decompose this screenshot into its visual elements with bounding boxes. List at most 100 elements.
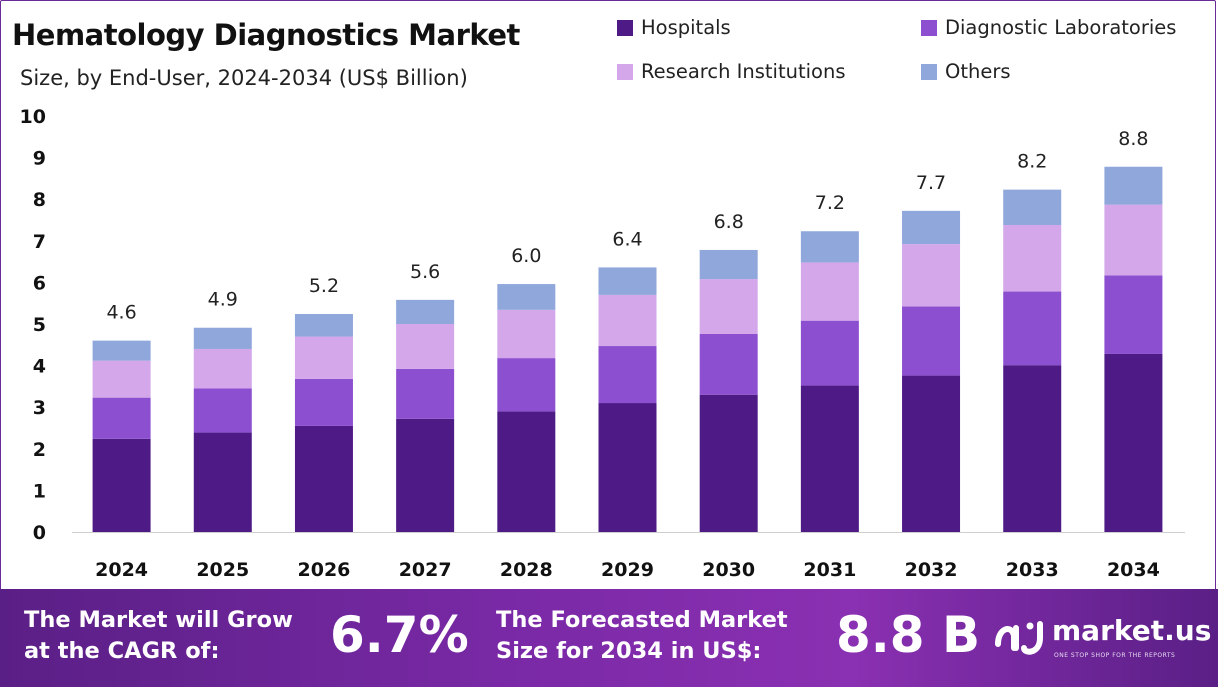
y-tick-label: 3 bbox=[33, 397, 46, 419]
bar-segment-diagnostic-laboratories bbox=[1104, 275, 1163, 354]
y-tick-label: 4 bbox=[33, 356, 46, 378]
y-tick-label: 0 bbox=[33, 522, 46, 544]
bar-segment-hospitals bbox=[294, 425, 353, 532]
forecast-label-line1: The Forecasted Market bbox=[496, 607, 788, 633]
legend-swatch-research-institutions bbox=[617, 63, 633, 80]
x-tick-label: 2031 bbox=[803, 559, 856, 581]
bar-total-label: 7.2 bbox=[815, 192, 845, 214]
x-tick-label: 2034 bbox=[1107, 559, 1160, 581]
cagr-label-line2: at the CAGR of: bbox=[24, 638, 220, 664]
x-tick-label: 2027 bbox=[399, 559, 452, 581]
bar-segment-diagnostic-laboratories bbox=[1003, 291, 1062, 366]
x-tick-label: 2028 bbox=[500, 559, 553, 581]
bar-total-label: 5.2 bbox=[309, 275, 339, 297]
bar-segment-diagnostic-laboratories bbox=[800, 320, 859, 386]
bar-segment-others bbox=[1003, 189, 1062, 225]
y-tick-label: 5 bbox=[33, 314, 46, 336]
legend-label-research-institutions: Research Institutions bbox=[641, 60, 846, 83]
bar-total-label: 6.8 bbox=[714, 211, 744, 233]
bar-total-label: 4.9 bbox=[208, 289, 238, 311]
legend-item-others: Others bbox=[921, 60, 1011, 83]
legend-item-hospitals: Hospitals bbox=[617, 16, 731, 39]
bar-segment-research-institutions bbox=[800, 262, 859, 321]
bar-segment-research-institutions bbox=[1104, 204, 1163, 276]
bar-segment-diagnostic-laboratories bbox=[598, 346, 657, 404]
bar-total-label: 8.2 bbox=[1017, 151, 1047, 173]
chart-title: Hematology Diagnostics Market bbox=[12, 18, 520, 52]
bar-segment-hospitals bbox=[193, 432, 252, 532]
bar-segment-others bbox=[396, 299, 455, 324]
x-tick-label: 2030 bbox=[702, 559, 755, 581]
y-tick-label: 6 bbox=[33, 272, 46, 294]
x-tick-label: 2032 bbox=[905, 559, 958, 581]
bar-segment-diagnostic-laboratories bbox=[497, 358, 556, 412]
bar-segment-research-institutions bbox=[396, 324, 455, 369]
cagr-label: The Market will Grow at the CAGR of: bbox=[24, 605, 293, 667]
legend-label-others: Others bbox=[945, 60, 1011, 83]
legend-swatch-others bbox=[921, 63, 937, 80]
bar-segment-hospitals bbox=[92, 438, 151, 532]
bar-segment-others bbox=[193, 327, 252, 349]
bar-segment-research-institutions bbox=[598, 294, 657, 347]
legend-label-hospitals: Hospitals bbox=[641, 16, 731, 39]
x-tick-label: 2024 bbox=[95, 559, 148, 581]
legend-item-research-institutions: Research Institutions bbox=[617, 60, 846, 83]
x-tick-label: 2025 bbox=[196, 559, 249, 581]
legend-swatch-hospitals bbox=[617, 19, 633, 36]
bar-segment-others bbox=[92, 340, 151, 361]
market-us-logo-icon bbox=[995, 621, 1043, 655]
brand-logo: market.us ONE STOP SHOP FOR THE REPORTS bbox=[994, 614, 1211, 662]
bar-total-label: 6.0 bbox=[511, 245, 541, 267]
bar-segment-hospitals bbox=[396, 418, 455, 532]
bar-segment-others bbox=[294, 314, 353, 337]
bar-segment-diagnostic-laboratories bbox=[92, 397, 151, 439]
legend-label-diagnostic-laboratories: Diagnostic Laboratories bbox=[945, 16, 1177, 39]
bar-segment-hospitals bbox=[902, 375, 961, 532]
bar-segment-hospitals bbox=[800, 385, 859, 532]
bar-total-label: 5.6 bbox=[410, 261, 440, 283]
y-tick-label: 7 bbox=[33, 231, 46, 253]
y-tick-label: 2 bbox=[33, 439, 46, 461]
bar-segment-others bbox=[902, 210, 961, 245]
forecast-value: 8.8 B bbox=[836, 606, 981, 664]
y-tick-label: 9 bbox=[33, 148, 46, 170]
bar-segment-research-institutions bbox=[294, 336, 353, 379]
bar-segment-diagnostic-laboratories bbox=[396, 368, 455, 419]
bar-segment-others bbox=[1104, 166, 1163, 205]
legend-swatch-diagnostic-laboratories bbox=[921, 19, 937, 36]
bar-segment-hospitals bbox=[497, 411, 556, 532]
bar-total-label: 4.6 bbox=[106, 302, 136, 324]
brand-tagline: ONE STOP SHOP FOR THE REPORTS bbox=[1054, 652, 1176, 659]
bar-segment-research-institutions bbox=[1003, 224, 1062, 292]
forecast-label-line2: Size for 2034 in US$: bbox=[496, 638, 762, 664]
stacked-bar-chart: 0 1 2 3 4 5 6 7 8 9 10 4.6 2024 4.9 2025 5.2 2026 5.6 2027… bbox=[20, 106, 1185, 581]
x-tick-label: 2026 bbox=[298, 559, 351, 581]
bar-segment-research-institutions bbox=[92, 360, 151, 398]
bar-segment-others bbox=[598, 267, 657, 295]
bar-segment-hospitals bbox=[1003, 365, 1062, 532]
bar-segment-diagnostic-laboratories bbox=[902, 306, 961, 376]
bar-segment-others bbox=[800, 231, 859, 263]
bar-segment-hospitals bbox=[699, 394, 758, 532]
bar-segment-others bbox=[699, 249, 758, 280]
x-tick-label: 2033 bbox=[1006, 559, 1059, 581]
legend-item-diagnostic-laboratories: Diagnostic Laboratories bbox=[921, 16, 1176, 39]
bar-segment-research-institutions bbox=[699, 279, 758, 334]
cagr-value: 6.7% bbox=[330, 606, 469, 664]
bar-segment-hospitals bbox=[598, 403, 657, 532]
bar-segment-diagnostic-laboratories bbox=[699, 333, 758, 395]
y-tick-label: 8 bbox=[33, 189, 46, 211]
bar-segment-research-institutions bbox=[193, 348, 252, 389]
bar-segment-others bbox=[497, 284, 556, 310]
brand-name: market.us bbox=[1052, 614, 1212, 647]
bar-total-label: 8.8 bbox=[1118, 128, 1148, 150]
bar-total-label: 7.7 bbox=[916, 172, 946, 194]
bar-segment-diagnostic-laboratories bbox=[193, 388, 252, 433]
forecast-label: The Forecasted Market Size for 2034 in U… bbox=[496, 605, 788, 667]
bar-segment-research-institutions bbox=[497, 309, 556, 359]
chart-subtitle: Size, by End-User, 2024-2034 (US$ Billio… bbox=[20, 66, 468, 90]
bar-segment-diagnostic-laboratories bbox=[294, 378, 353, 426]
bar-segment-hospitals bbox=[1104, 353, 1163, 532]
cagr-label-line1: The Market will Grow bbox=[24, 607, 293, 633]
y-tick-label: 10 bbox=[20, 106, 46, 128]
